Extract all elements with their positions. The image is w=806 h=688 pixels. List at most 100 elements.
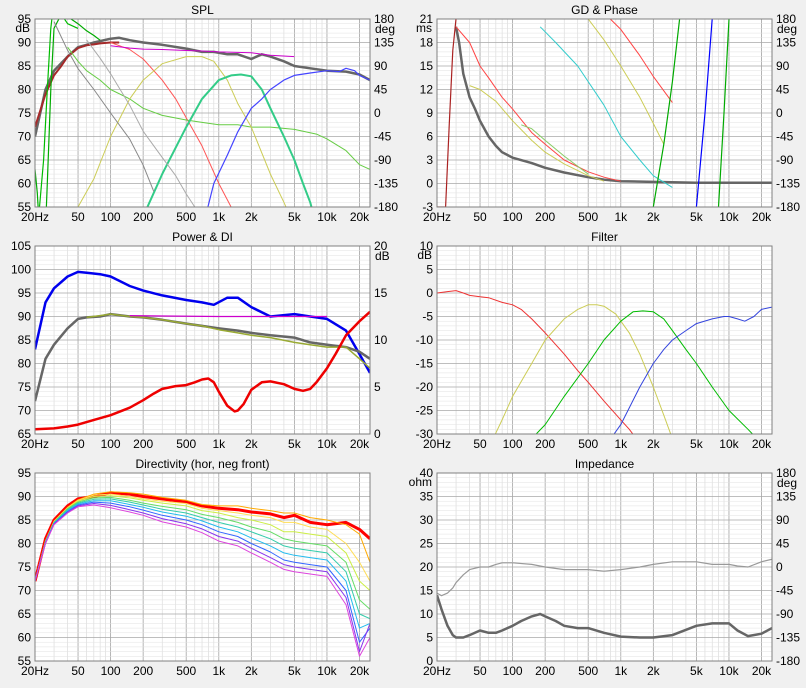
left-tick-label: 85 [18, 59, 32, 73]
right-tick-label: 135 [374, 36, 394, 50]
right-tick-label: 180 [776, 12, 796, 26]
series-line [695, 19, 713, 207]
series-line [207, 67, 370, 207]
minor-grid [436, 245, 772, 435]
left-tick-label: 65 [18, 427, 32, 441]
series-line [455, 26, 621, 182]
x-tick-label: 100 [503, 437, 523, 451]
series-line [67, 46, 370, 170]
series-line [454, 26, 772, 184]
series-line [587, 19, 665, 145]
left-tick-label: 6 [426, 130, 433, 144]
x-tick-label: 20k [752, 664, 772, 678]
left-tick-label: 65 [18, 153, 32, 167]
right-tick-label: -90 [374, 153, 392, 167]
series-line [35, 310, 370, 431]
left-tick-label: 18 [420, 36, 434, 50]
left-tick-label: 70 [18, 404, 32, 418]
left-tick-label: 25 [420, 537, 434, 551]
series-group [35, 19, 370, 207]
left-tick-label: 85 [18, 513, 32, 527]
x-tick-label: 10k [719, 664, 739, 678]
x-tick-label: 200 [535, 210, 555, 224]
spl-chart: SPL 20Hz 50 100 200 500 1k 2k 5k 10k 20k 55 60 65 70 75… [15, 3, 398, 224]
x-tick-label: 10k [719, 210, 739, 224]
x-tick-label: 1k [614, 437, 628, 451]
x-tick-label: 50 [473, 210, 487, 224]
x-tick-label: 200 [535, 664, 555, 678]
left-tick-label: 55 [18, 200, 32, 214]
right-tick-label: 5 [374, 380, 381, 394]
gd-phase-chart: GD & Phase 20Hz 50 100 200 500 1k 2k 5k 10k 20k -3 0… [416, 3, 800, 224]
x-tick-label: 50 [71, 664, 85, 678]
series-line [35, 496, 370, 610]
left-tick-label: -20 [416, 380, 434, 394]
left-unit-label: ms [416, 21, 432, 35]
left-tick-label: 55 [18, 654, 32, 668]
right-tick-label: -135 [776, 631, 800, 645]
series-line [437, 19, 457, 207]
right-tick-label: -45 [776, 130, 794, 144]
series-line [35, 495, 370, 591]
left-tick-label: 12 [420, 83, 434, 97]
right-unit-label: deg [375, 22, 395, 36]
left-tick-label: 70 [18, 130, 32, 144]
series-line [521, 124, 589, 175]
left-tick-label: 70 [18, 584, 32, 598]
chart-title: Directivity (hor, neg front) [135, 457, 269, 471]
x-tick-label: 5k [288, 437, 302, 451]
left-tick-label: 0 [426, 177, 433, 191]
series-line [437, 594, 772, 639]
series-line [494, 304, 672, 434]
left-tick-label: 95 [18, 466, 32, 480]
series-line [437, 290, 634, 434]
right-tick-label: 90 [374, 59, 388, 73]
right-tick-label: 0 [374, 106, 381, 120]
right-tick-label: 20 [374, 239, 388, 253]
left-tick-label: 0 [426, 654, 433, 668]
series-line [35, 498, 370, 620]
plot-border [34, 245, 371, 435]
right-tick-label: 15 [374, 286, 388, 300]
x-tick-label: 50 [473, 664, 487, 678]
right-tick-label: 0 [776, 560, 783, 574]
right-tick-label: 45 [776, 537, 790, 551]
x-tick-label: 5k [690, 437, 704, 451]
x-tick-label: 20Hz [21, 664, 49, 678]
right-tick-label: 45 [374, 83, 388, 97]
minor-grid [34, 472, 370, 662]
series-line [35, 501, 370, 643]
right-tick-label: 90 [776, 513, 790, 527]
series-group [437, 290, 772, 434]
series-group [437, 558, 772, 639]
x-tick-label: 1k [212, 437, 226, 451]
left-tick-label: 40 [420, 466, 434, 480]
x-tick-label: 20k [350, 210, 370, 224]
left-tick-label: 5 [426, 631, 433, 645]
series-line [539, 26, 673, 188]
right-tick-label: -180 [776, 200, 800, 214]
left-unit-label: ohm [409, 475, 432, 489]
x-tick-label: 1k [614, 664, 628, 678]
left-tick-label: 60 [18, 177, 32, 191]
x-tick-label: 500 [578, 210, 598, 224]
x-tick-label: 500 [176, 210, 196, 224]
minor-grid [34, 245, 370, 435]
series-line [110, 42, 232, 207]
left-tick-label: 3 [426, 153, 433, 167]
series-group [35, 491, 370, 657]
x-tick-label: 200 [535, 437, 555, 451]
left-tick-label: 75 [18, 106, 32, 120]
series-line [38, 19, 79, 207]
series-line [86, 39, 196, 207]
left-tick-label: -30 [416, 427, 434, 441]
right-tick-label: -135 [776, 177, 800, 191]
left-tick-label: 85 [18, 333, 32, 347]
series-line [35, 500, 370, 629]
x-tick-label: 10k [317, 210, 337, 224]
x-tick-label: 5k [690, 210, 704, 224]
series-line [86, 313, 370, 369]
x-tick-label: 10k [317, 437, 337, 451]
